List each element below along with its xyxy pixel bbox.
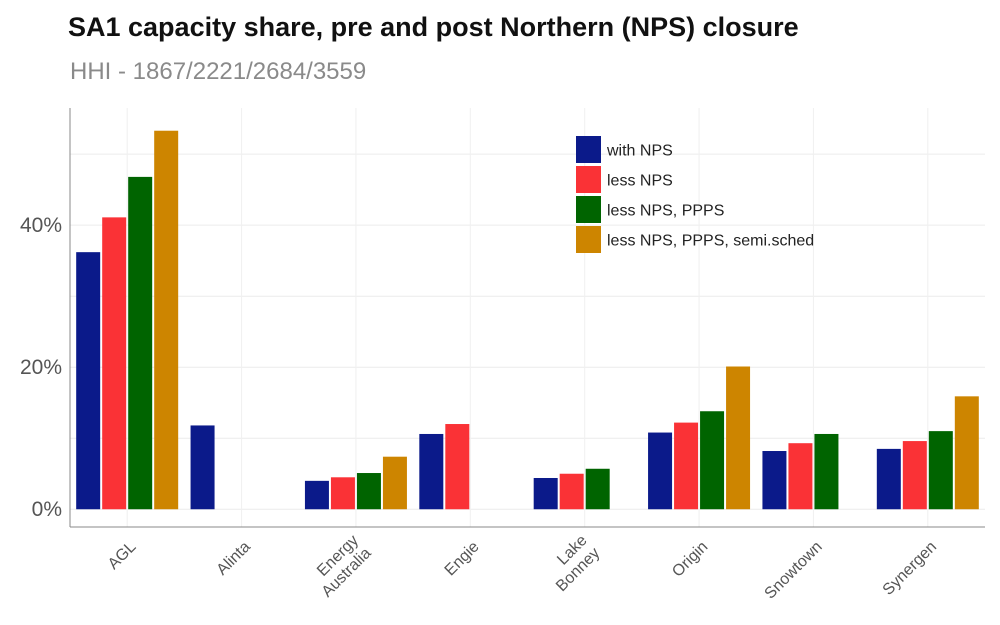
bar: [585, 468, 610, 510]
y-tick-label: 40%: [20, 214, 62, 237]
x-tick-label: Alinta: [214, 538, 254, 578]
bar: [356, 473, 381, 510]
legend-key: [576, 226, 601, 253]
x-tick-labels: AGL Alinta EnergyAustralia Engie LakeBonney O…: [105, 532, 940, 603]
bar: [128, 176, 153, 510]
bar: [814, 433, 839, 510]
x-tick-label-line: Snowtown: [762, 538, 826, 602]
grid-lines: [70, 108, 985, 527]
bars: [76, 130, 979, 510]
bar: [190, 425, 215, 510]
x-tick-label: Synergen: [880, 538, 940, 598]
x-tick-label-text: Engie: [442, 538, 483, 579]
legend-label: with NPS: [606, 143, 673, 160]
legend-label: less NPS: [607, 173, 673, 190]
legend-label: less NPS, PPPS, semi.sched: [607, 233, 814, 250]
chart-title: SA1 capacity share, pre and post Norther…: [68, 12, 799, 42]
legend-key: [576, 196, 601, 223]
legend: with NPS less NPS less NPS, PPPS less NPS, …: [576, 136, 814, 253]
bar: [533, 477, 558, 510]
x-tick-label-line: Origin: [669, 538, 711, 580]
bar: [648, 432, 673, 510]
legend-label: less NPS, PPPS: [607, 203, 724, 220]
bar: [154, 130, 179, 510]
x-tick-label: EnergyAustralia: [306, 532, 375, 601]
bar: [902, 441, 927, 510]
y-tick-labels: 0% 20% 40%: [20, 214, 62, 521]
bar: [674, 422, 699, 510]
x-tick-label: LakeBonney: [540, 532, 603, 595]
x-tick-label-text: Origin: [669, 538, 711, 580]
bar: [876, 448, 901, 510]
bar: [419, 433, 444, 510]
x-tick-label-text: Snowtown: [762, 538, 826, 602]
bar: [76, 252, 101, 510]
x-tick-label: AGL: [105, 538, 140, 573]
x-tick-label-line: Engie: [442, 538, 483, 579]
chart-subtitle: HHI - 1867/2221/2684/3559: [70, 58, 367, 85]
bar: [762, 451, 787, 510]
legend-key: [576, 166, 601, 193]
y-tick-label: 20%: [20, 356, 62, 379]
bar: [330, 477, 355, 510]
bar: [304, 480, 329, 510]
x-tick-label-text: Alinta: [214, 538, 254, 578]
x-tick-label: Snowtown: [762, 538, 826, 602]
y-tick-label: 0%: [32, 498, 62, 521]
x-tick-label-text: AGL: [105, 538, 140, 573]
x-tick-label-text: EnergyAustralia: [306, 532, 375, 601]
bar: [788, 443, 813, 510]
bar: [559, 473, 584, 510]
bar: [700, 411, 725, 510]
axes: [69, 108, 985, 528]
x-tick-label-line: Alinta: [214, 538, 254, 578]
legend-key: [576, 136, 601, 163]
bar: [726, 366, 751, 510]
bar: [445, 424, 470, 510]
x-tick-label-line: Synergen: [880, 538, 940, 598]
bar: [954, 396, 979, 510]
bar: [928, 431, 953, 510]
bar: [102, 217, 127, 510]
x-tick-label-text: LakeBonney: [540, 532, 603, 595]
bar: [382, 456, 407, 510]
x-tick-label-line: AGL: [105, 538, 140, 573]
x-tick-label: Engie: [442, 538, 483, 579]
x-tick-label-text: Synergen: [880, 538, 940, 598]
x-tick-label: Origin: [669, 538, 711, 580]
